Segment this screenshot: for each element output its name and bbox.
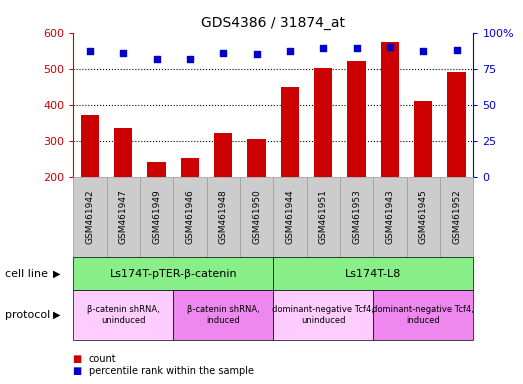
Text: Ls174T-L8: Ls174T-L8 bbox=[345, 268, 402, 279]
Text: ▶: ▶ bbox=[53, 310, 60, 320]
Point bbox=[119, 50, 128, 56]
Point bbox=[152, 56, 161, 62]
Text: GSM461943: GSM461943 bbox=[385, 190, 394, 244]
Bar bbox=[314, 68, 333, 177]
Point bbox=[353, 45, 361, 51]
Text: GSM461953: GSM461953 bbox=[352, 190, 361, 244]
Point bbox=[86, 48, 94, 55]
Text: dominant-negative Tcf4,
uninduced: dominant-negative Tcf4, uninduced bbox=[272, 305, 374, 324]
Bar bbox=[81, 116, 99, 177]
Text: β-catenin shRNA,
induced: β-catenin shRNA, induced bbox=[187, 305, 259, 324]
Text: β-catenin shRNA,
uninduced: β-catenin shRNA, uninduced bbox=[87, 305, 160, 324]
Bar bbox=[414, 101, 433, 177]
Text: ■: ■ bbox=[73, 354, 86, 364]
Point bbox=[253, 51, 261, 57]
Text: Ls174T-pTER-β-catenin: Ls174T-pTER-β-catenin bbox=[109, 268, 237, 279]
Text: GSM461947: GSM461947 bbox=[119, 190, 128, 244]
Point bbox=[386, 44, 394, 50]
Bar bbox=[147, 162, 166, 177]
Bar bbox=[114, 128, 132, 177]
Text: GSM461946: GSM461946 bbox=[186, 190, 195, 244]
Text: GSM461950: GSM461950 bbox=[252, 190, 261, 244]
Text: GSM461951: GSM461951 bbox=[319, 190, 328, 244]
Bar bbox=[214, 134, 232, 177]
Text: GSM461942: GSM461942 bbox=[85, 190, 94, 244]
Text: cell line: cell line bbox=[5, 268, 48, 279]
Point bbox=[286, 48, 294, 55]
Point bbox=[452, 47, 461, 53]
Bar bbox=[448, 72, 466, 177]
Point bbox=[186, 56, 194, 62]
Point bbox=[319, 45, 327, 51]
Text: GSM461945: GSM461945 bbox=[419, 190, 428, 244]
Text: ▶: ▶ bbox=[53, 268, 60, 279]
Text: GSM461944: GSM461944 bbox=[286, 190, 294, 244]
Text: percentile rank within the sample: percentile rank within the sample bbox=[89, 366, 254, 376]
Bar bbox=[347, 61, 366, 177]
Bar bbox=[381, 41, 399, 177]
Text: GSM461949: GSM461949 bbox=[152, 190, 161, 244]
Text: GSM461952: GSM461952 bbox=[452, 190, 461, 244]
Text: ■: ■ bbox=[73, 366, 86, 376]
Point bbox=[419, 48, 427, 55]
Text: GSM461948: GSM461948 bbox=[219, 190, 228, 244]
Text: dominant-negative Tcf4,
induced: dominant-negative Tcf4, induced bbox=[372, 305, 474, 324]
Bar bbox=[247, 139, 266, 177]
Text: protocol: protocol bbox=[5, 310, 51, 320]
Title: GDS4386 / 31874_at: GDS4386 / 31874_at bbox=[201, 16, 345, 30]
Bar bbox=[181, 158, 199, 177]
Bar bbox=[281, 87, 299, 177]
Point bbox=[219, 50, 228, 56]
Text: count: count bbox=[89, 354, 117, 364]
